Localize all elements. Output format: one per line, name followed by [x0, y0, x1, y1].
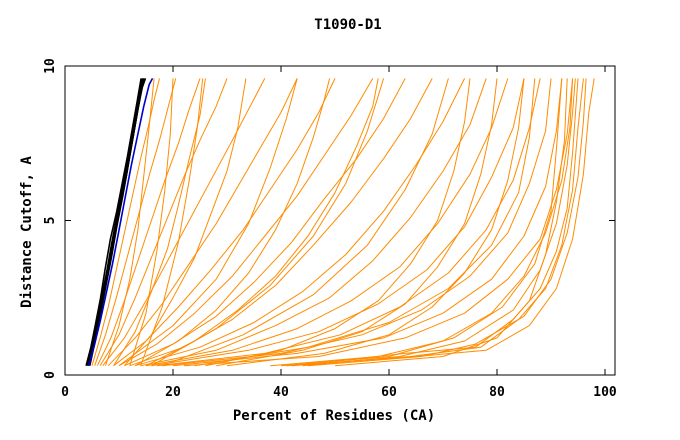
y-tick-label: 10 [43, 58, 58, 74]
orange-series-line-33 [286, 78, 595, 367]
orange-series-line-25 [129, 78, 174, 366]
series-layer [85, 78, 595, 367]
orange-series-line-23 [172, 78, 563, 367]
orange-series-line-7 [91, 78, 160, 366]
orange-series-line-31 [280, 78, 563, 367]
orange-series-line-45 [124, 78, 247, 367]
black-series-line-5 [87, 78, 145, 366]
x-axis-label: Percent of Residues (CA) [233, 408, 435, 424]
black-series-line-3 [85, 78, 143, 366]
orange-series-line-21 [156, 78, 541, 367]
blue-series-line-6 [88, 78, 154, 366]
x-tick-label: 100 [593, 385, 617, 400]
x-tick-label: 40 [273, 385, 289, 400]
orange-series-line-35 [334, 78, 568, 367]
orange-series-line-15 [124, 78, 406, 367]
orange-series-line-8 [94, 78, 177, 366]
x-tick-label: 0 [61, 385, 69, 400]
x-tick-label: 80 [489, 385, 505, 400]
orange-series-line-11 [102, 78, 266, 367]
x-tick-label: 20 [165, 385, 181, 400]
orange-series-line-12 [107, 78, 298, 367]
orange-series-line-26 [140, 78, 204, 366]
orange-series-line-43 [145, 78, 379, 367]
ticks-layer: 0 20 40 60 80 100 0 5 10 [43, 58, 617, 400]
orange-series-line-41 [226, 78, 525, 367]
orange-series-line-37 [270, 78, 574, 367]
orange-series-line-38 [291, 78, 579, 367]
y-tick-label: 5 [43, 217, 58, 225]
orange-series-line-28 [151, 78, 385, 367]
orange-series-line-20 [151, 78, 525, 367]
x-tick-label: 60 [381, 385, 397, 400]
orange-series-line-36 [307, 78, 587, 367]
orange-series-line-39 [205, 78, 471, 367]
black-series-line-0 [85, 78, 142, 366]
orange-series-line-42 [134, 78, 331, 367]
orange-series-line-40 [216, 78, 498, 367]
orange-series-line-24 [183, 78, 574, 367]
orange-series-line-27 [118, 78, 298, 367]
orange-series-line-44 [113, 78, 206, 366]
y-axis-label: Distance Cutoff, A [19, 156, 35, 308]
orange-series-line-14 [118, 78, 374, 367]
orange-series-line-29 [162, 78, 449, 367]
orange-series-line-19 [145, 78, 509, 367]
orange-series-line-9 [96, 78, 201, 366]
orange-series-line-10 [99, 78, 228, 366]
orange-series-line-30 [194, 78, 536, 367]
chart-title: T1090-D1 [314, 17, 381, 33]
y-tick-label: 0 [43, 371, 58, 379]
orange-series-line-17 [135, 78, 466, 367]
orange-series-line-32 [291, 78, 584, 367]
orange-series-line-13 [113, 78, 336, 367]
orange-series-line-46 [105, 78, 155, 366]
